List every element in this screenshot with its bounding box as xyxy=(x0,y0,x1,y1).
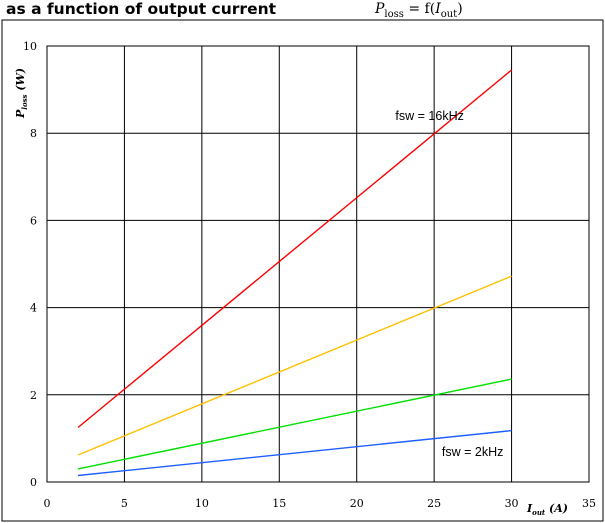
formula-mid: = f( xyxy=(403,1,436,17)
y-tick-label-1: 2 xyxy=(30,389,37,402)
formula-var-sub: out xyxy=(440,9,458,20)
x-tick-label-0: 0 xyxy=(44,497,51,510)
series-line-2 xyxy=(77,378,512,470)
series-line-1 xyxy=(77,275,512,456)
x-tick-label-4: 20 xyxy=(350,497,364,510)
annotation-0: fsw = 16kHz xyxy=(395,109,463,123)
x-axis-label-unit: (A) xyxy=(545,502,568,515)
plot-area-border xyxy=(46,45,590,483)
x-tick-label-6: 30 xyxy=(505,497,519,510)
x-tick-labels: 0 5 10 15 20 25 30 35 xyxy=(44,497,597,510)
x-tick-label-3: 15 xyxy=(272,497,286,510)
series-line-0 xyxy=(77,69,513,429)
x-axis-label-main: I xyxy=(526,502,533,515)
y-tick-label-0: 0 xyxy=(30,476,37,489)
x-axis-label: Iout (A) xyxy=(526,502,568,517)
x-axis-label-sub: out xyxy=(532,508,546,517)
y-tick-label-4: 8 xyxy=(30,127,37,140)
y-axis-label-main: P xyxy=(14,109,27,119)
y-tick-label-5: 10 xyxy=(23,40,37,53)
x-tick-label-1: 5 xyxy=(121,497,128,510)
formula-var: I xyxy=(435,1,441,17)
x-tick-label-7: 35 xyxy=(582,497,596,510)
chart-grid xyxy=(46,45,590,483)
annotation-1: fsw = 2kHz xyxy=(442,445,503,459)
chart-title: as a function of output current xyxy=(6,0,277,18)
y-tick-label-2: 4 xyxy=(30,302,37,315)
y-axis-label: Ploss (W) xyxy=(14,68,29,119)
y-axis-label-sub: loss xyxy=(20,94,29,109)
formula-p: P xyxy=(375,1,385,17)
x-tick-label-5: 25 xyxy=(427,497,441,510)
x-tick-label-2: 10 xyxy=(195,497,209,510)
y-tick-label-3: 6 xyxy=(30,214,37,227)
chart-frame xyxy=(1,19,604,522)
chart-annotations: fsw = 16kHz fsw = 2kHz xyxy=(395,109,503,459)
y-axis-label-unit: (W) xyxy=(14,68,27,95)
formula-p-sub: loss xyxy=(384,9,404,20)
series-line-3 xyxy=(77,429,512,477)
chart-formula: Ploss = f(Iout) xyxy=(375,1,463,20)
y-tick-labels: 0 2 4 6 8 10 xyxy=(23,40,37,489)
chart-series xyxy=(77,69,513,477)
formula-end: ) xyxy=(457,1,463,17)
